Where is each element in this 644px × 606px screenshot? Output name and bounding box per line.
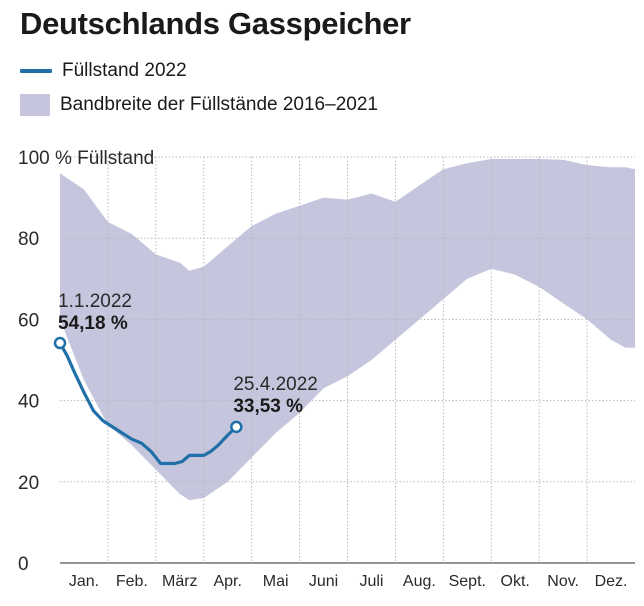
annotation-marker	[230, 420, 243, 434]
legend-item-line: Füllstand 2022	[20, 57, 187, 85]
legend-item-band: Bandbreite der Füllstände 2016–2021	[20, 91, 378, 119]
annotation-date: 1.1.2022	[58, 291, 132, 312]
annotation-marker	[53, 336, 67, 350]
x-tick-label: Jan.	[69, 573, 99, 590]
x-tick-label: Aug.	[403, 573, 436, 590]
annotation-date: 25.4.2022	[233, 374, 318, 395]
y-tick-label: 100 % Füllstand	[18, 148, 154, 169]
annotation-value: 54,18 %	[58, 313, 128, 334]
y-tick-label: 0	[18, 554, 29, 575]
annotation-value: 33,53 %	[233, 396, 303, 417]
y-tick-label: 20	[18, 473, 39, 494]
y-tick-label: 60	[18, 310, 39, 331]
x-tick-label: Apr.	[213, 573, 241, 590]
series-layer	[58, 341, 238, 466]
x-tick-label: Feb.	[116, 573, 148, 590]
y-tick-label: 40	[18, 392, 39, 413]
y-tick-label: 80	[18, 229, 39, 250]
series-line-2022	[58, 341, 238, 466]
chart-title: Deutschlands Gasspeicher	[20, 6, 411, 41]
axis-layer: 0 20 40 60 80 100 % Füllstand Jan. Feb. März Apr.…	[18, 148, 635, 590]
x-tick-label: Juli	[359, 573, 383, 590]
x-tick-label: Nov.	[547, 573, 579, 590]
grid-layer	[60, 156, 635, 563]
x-tick-label: Mai	[263, 573, 289, 590]
x-tick-label: Juni	[309, 573, 338, 590]
x-tick-label: März	[162, 573, 198, 590]
legend-line-swatch	[20, 69, 52, 73]
legend-band-label: Bandbreite der Füllstände 2016–2021	[60, 94, 378, 115]
x-tick-label: Dez.	[595, 573, 628, 590]
legend-band-swatch	[20, 94, 50, 116]
x-tick-label: Sept.	[449, 573, 486, 590]
x-tick-label: Okt.	[501, 573, 530, 590]
legend-line-label: Füllstand 2022	[62, 60, 187, 81]
